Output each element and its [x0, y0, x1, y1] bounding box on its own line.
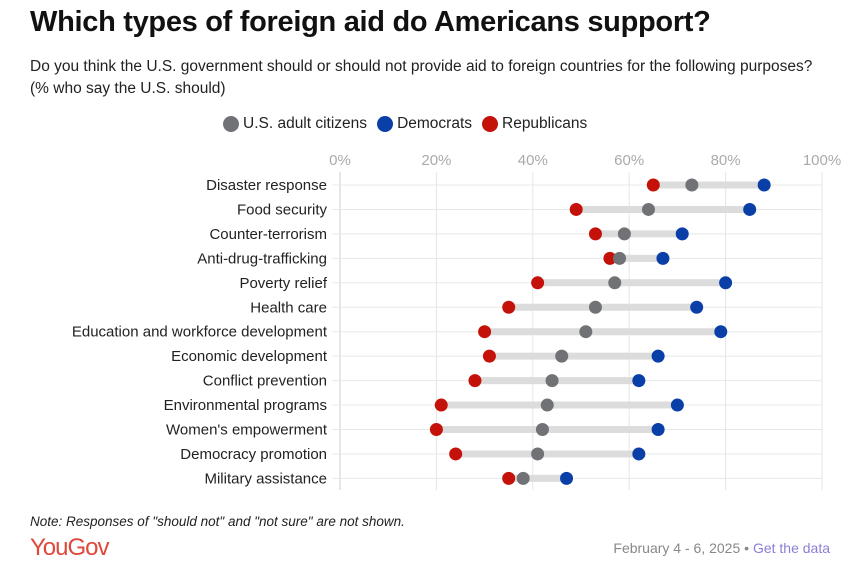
chart-title: Which types of foreign aid do Americans …: [30, 6, 711, 38]
dot-democrats: [651, 349, 665, 363]
dot-u-s-adult-citizens: [531, 447, 545, 461]
category-label: Food security: [237, 201, 328, 218]
dot-u-s-adult-citizens: [641, 202, 655, 216]
legend-item: Democrats: [377, 115, 472, 133]
x-tick-label: 100%: [803, 152, 841, 169]
x-tick-label: 80%: [711, 152, 741, 169]
dot-republicans: [603, 251, 617, 265]
get-the-data-link[interactable]: Get the data: [752, 540, 830, 556]
category-label: Conflict prevention: [203, 373, 327, 390]
note: Note: Responses of "should not" and "not…: [30, 514, 405, 529]
legend-label: Republicans: [502, 115, 588, 132]
dot-u-s-adult-citizens: [535, 423, 549, 436]
dot-u-s-adult-citizens: [579, 325, 593, 339]
dot-republicans: [588, 227, 602, 241]
category-label: Economic development: [171, 348, 328, 365]
dot-u-s-adult-citizens: [540, 398, 554, 412]
dot-u-s-adult-citizens: [588, 300, 602, 314]
dot-republicans: [569, 202, 583, 216]
dot-republicans: [434, 398, 448, 412]
dot-democrats: [690, 300, 704, 314]
legend-item: Republicans: [482, 115, 587, 133]
dot-republicans: [449, 447, 463, 461]
separator: •: [744, 540, 750, 556]
dot-democrats: [670, 398, 684, 412]
category-label: Military assistance: [204, 470, 327, 487]
dot-u-s-adult-citizens: [555, 349, 569, 363]
dot-democrats: [675, 227, 689, 241]
chart-subtitle: Do you think the U.S. government should …: [30, 58, 813, 97]
dot-u-s-adult-citizens: [685, 178, 699, 192]
dot-u-s-adult-citizens: [608, 276, 622, 290]
dot-republicans: [482, 349, 496, 363]
yougov-logo: YouGov: [30, 534, 110, 561]
legend-marker: [482, 116, 498, 132]
dot-democrats: [757, 178, 771, 192]
category-label: Poverty relief: [239, 275, 327, 292]
dot-u-s-adult-citizens: [613, 251, 627, 265]
dot-democrats: [651, 423, 665, 436]
dot-republicans: [468, 374, 482, 388]
dot-democrats: [714, 325, 728, 339]
legend-label: U.S. adult citizens: [243, 115, 368, 132]
category-label: Education and workforce development: [72, 324, 328, 341]
category-label: Environmental programs: [164, 397, 327, 414]
dot-u-s-adult-citizens: [545, 374, 559, 388]
category-label: Health care: [250, 299, 327, 316]
legend: U.S. adult citizens Democrats Republicans: [223, 115, 587, 133]
category-label: Democracy promotion: [180, 446, 327, 463]
category-label: Anti-drug-trafficking: [197, 250, 327, 267]
category-label: Women's empowerment: [166, 422, 328, 439]
category-label: Counter-terrorism: [209, 226, 327, 243]
dot-democrats: [632, 447, 646, 461]
dot-u-s-adult-citizens: [516, 471, 530, 485]
dot-democrats: [632, 374, 646, 388]
dot-republicans: [531, 276, 545, 290]
legend-label: Democrats: [397, 115, 472, 132]
dot-democrats: [560, 471, 574, 485]
dot-u-s-adult-citizens: [617, 227, 631, 241]
x-tick-label: 60%: [614, 152, 644, 169]
dot-republicans: [646, 178, 660, 192]
dot-republicans: [429, 423, 443, 436]
dot-republicans: [502, 300, 516, 314]
dot-republicans: [478, 325, 492, 339]
category-label: Disaster response: [206, 177, 327, 194]
dot-democrats: [719, 276, 733, 290]
footer-source: February 4 - 6, 2025 • Get the data: [613, 540, 830, 556]
x-tick-label: 0%: [329, 152, 351, 169]
legend-marker: [377, 116, 394, 132]
dot-democrats: [656, 251, 670, 265]
dot-democrats: [743, 202, 757, 216]
legend-marker: [223, 116, 239, 132]
x-tick-label: 40%: [518, 152, 548, 169]
legend-item: U.S. adult citizens: [223, 115, 367, 133]
dot-plot: 0% 20% 40% 60% 80% 100% Disaster response Food …: [72, 152, 841, 490]
survey-date: February 4 - 6, 2025: [613, 540, 741, 556]
dot-republicans: [502, 471, 516, 485]
x-tick-label: 20%: [421, 152, 451, 169]
